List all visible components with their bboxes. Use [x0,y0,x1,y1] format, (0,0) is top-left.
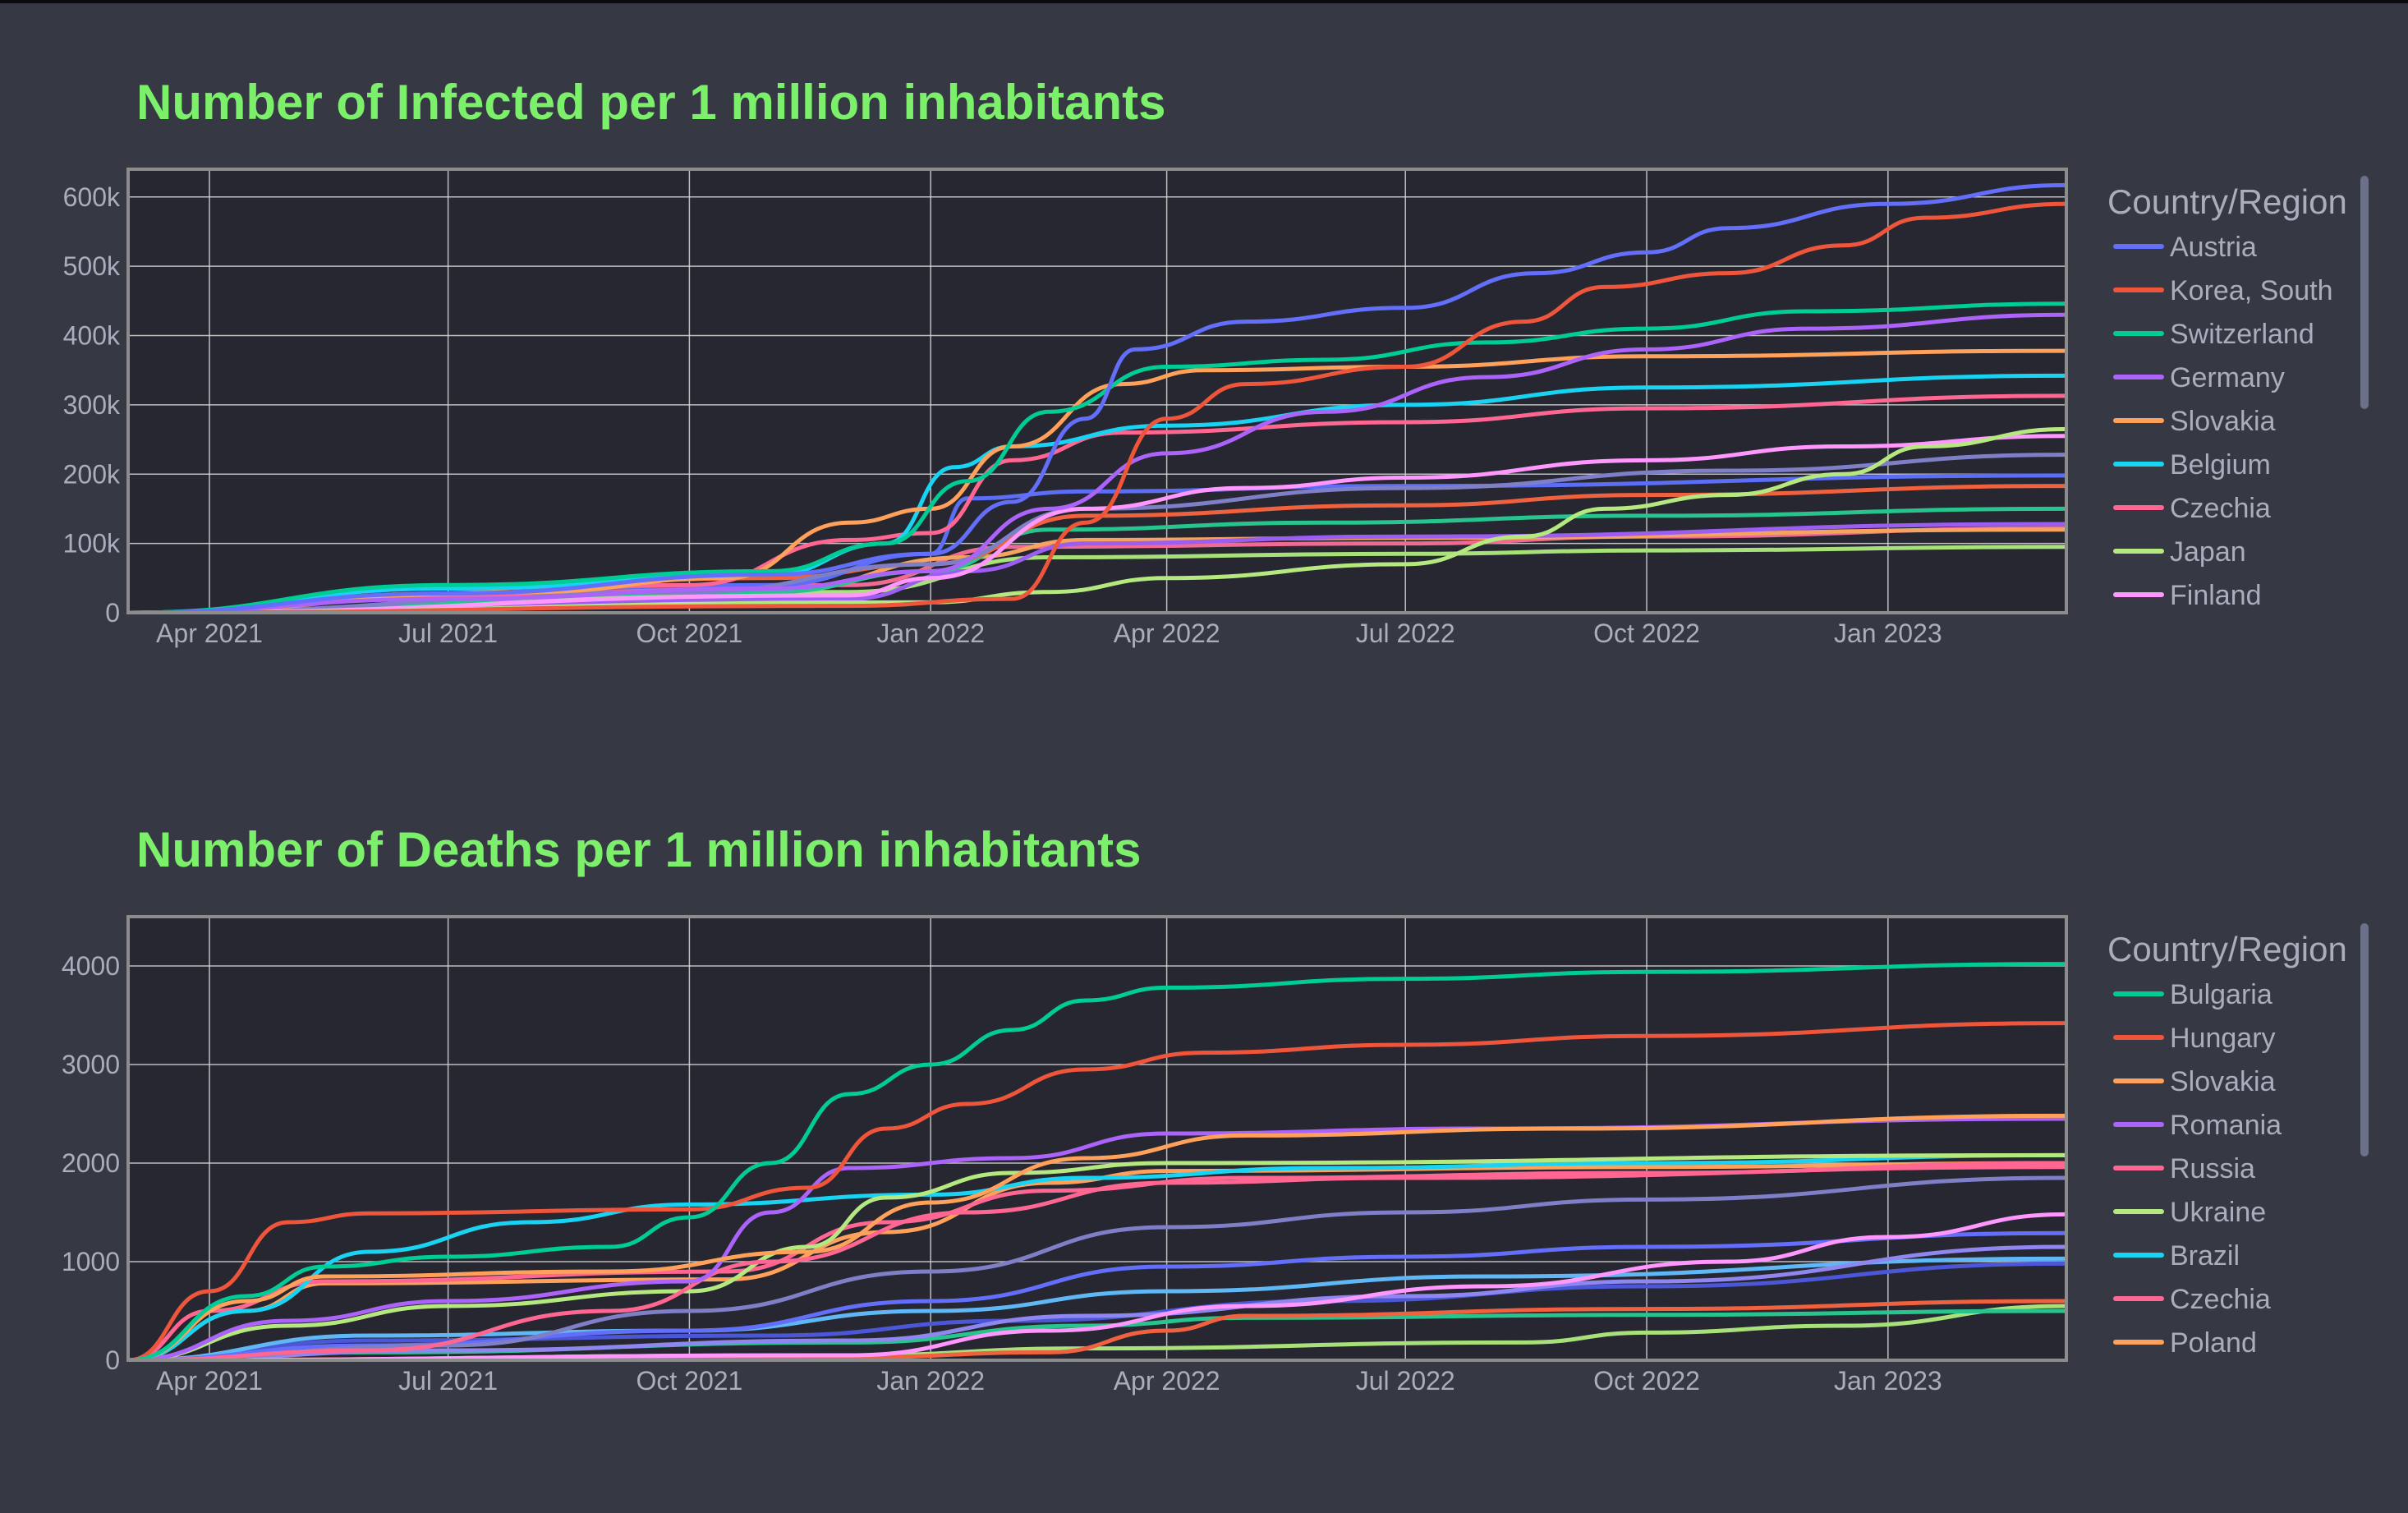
infected-series-line-japan [128,426,2066,613]
deaths-legend-label: Slovakia [2170,1066,2276,1097]
deaths-y-tick-label: 3000 [62,1050,120,1079]
infected-y-tick-label: 600k [63,182,121,212]
deaths-series-line-unlabeled-7 [128,1212,2066,1360]
infected-legend-item: Finland [2113,580,2262,611]
infected-x-tick-label: Jul 2021 [398,619,498,648]
deaths-series-line-bulgaria [128,962,2066,1360]
infected-x-tick-label: Jan 2023 [1834,619,1942,648]
deaths-legend-label: Romania [2170,1110,2282,1141]
infected-legend-label: Finland [2170,580,2262,611]
infected-legend-label: Slovakia [2170,406,2276,437]
deaths-legend-label: Czechia [2170,1284,2271,1315]
deaths-series-line-russia [128,1165,2066,1360]
deaths-chart-panel: Number of Deaths per 1 million inhabitan… [0,789,2408,1495]
infected-series-line-slovakia [128,348,2066,613]
deaths-series-line-unlabeled-8 [128,1175,2066,1360]
deaths-x-tick-label: Apr 2021 [156,1366,263,1396]
top-border [0,0,2408,3]
infected-legend-item: Switzerland [2113,319,2314,350]
deaths-y-tick-label: 0 [105,1345,120,1375]
infected-chart-title: Number of Infected per 1 million inhabit… [136,75,1166,130]
infected-legend-item: Belgium [2113,449,2271,481]
infected-y-tick-label: 500k [63,251,121,281]
deaths-y-tick-label: 2000 [62,1148,120,1178]
deaths-legend-item: Bulgaria [2113,979,2272,1010]
infected-series-line-switzerland [128,301,2066,613]
deaths-legend-item: Brazil [2113,1240,2240,1272]
infected-series-line-germany [128,312,2066,613]
infected-legend-item: Austria [2113,232,2257,263]
infected-x-tick-label: Jul 2022 [1356,619,1455,648]
deaths-series-line-unlabeled-4 [128,1256,2066,1360]
infected-chart-panel: Number of Infected per 1 million inhabit… [0,41,2408,747]
infected-x-tick-label: Oct 2021 [636,619,742,648]
deaths-legend-item: Romania [2113,1110,2282,1141]
deaths-series-line-unlabeled-3 [128,1261,2066,1360]
deaths-legend-title: Country/Region [2107,930,2347,968]
infected-legend-label: Belgium [2170,449,2271,481]
deaths-legend-item: Czechia [2113,1284,2271,1315]
infected-x-tick-label: Apr 2021 [156,619,263,648]
infected-legend-label: Japan [2170,536,2246,568]
infected-legend-label: Czechia [2170,493,2271,524]
deaths-x-tick-label: Jul 2022 [1356,1366,1455,1396]
infected-legend-label: Korea, South [2170,275,2332,306]
deaths-legend-label: Bulgaria [2170,979,2272,1010]
infected-legend-title: Country/Region [2107,182,2347,221]
infected-legend-item: Japan [2113,536,2246,568]
infected-series-line-finland [128,434,2066,613]
infected-plot-frame [126,168,2068,614]
deaths-series-line-unlabeled-5 [128,1244,2066,1360]
deaths-legend-item: Slovakia [2113,1066,2276,1097]
deaths-x-tick-label: Apr 2022 [1114,1366,1220,1396]
deaths-legend-item: Ukraine [2113,1197,2266,1228]
deaths-legend-scrollbar[interactable] [2360,923,2369,1157]
deaths-series-line-hungary [128,1021,2066,1360]
infected-y-tick-label: 100k [63,529,121,559]
deaths-legend-item: Russia [2113,1153,2255,1184]
infected-legend-label: Germany [2170,362,2285,393]
deaths-chart-title: Number of Deaths per 1 million inhabitan… [136,822,1142,877]
infected-series-line-korea-south [128,201,2066,613]
deaths-chart: Apr 2021 Jul 2021 Oct 2021 Jan 2022 Apr 2022… [62,915,2347,1396]
infected-chart: Apr 2021 Jul 2021 Oct 2021 Jan 2022 Apr 2022… [63,168,2347,648]
infected-legend-label: Switzerland [2170,319,2314,350]
infected-series-line-austria [128,182,2066,613]
infected-y-tick-label: 0 [105,598,120,628]
deaths-legend-label: Brazil [2170,1240,2240,1272]
infected-legend-item: Slovakia [2113,406,2276,437]
deaths-legend-label: Hungary [2170,1023,2276,1054]
deaths-x-tick-label: Jan 2022 [876,1366,985,1396]
infected-series-group [128,182,2066,613]
deaths-y-tick-label: 4000 [62,951,120,981]
infected-y-tick-label: 300k [63,390,121,420]
infected-legend-item: Korea, South [2113,275,2332,306]
infected-legend-scrollbar[interactable] [2360,176,2369,409]
deaths-x-tick-label: Oct 2021 [636,1366,742,1396]
infected-series-line-unlabeled-3 [128,522,2066,613]
deaths-legend-item: Poland [2113,1327,2257,1359]
deaths-legend-item: Hungary [2113,1023,2276,1054]
deaths-series-line-ukraine [128,1152,2066,1360]
deaths-x-tick-label: Jul 2021 [398,1366,498,1396]
infected-x-tick-label: Apr 2022 [1114,619,1220,648]
deaths-series-line-slovakia [128,1113,2066,1360]
deaths-legend-label: Russia [2170,1153,2255,1184]
deaths-y-tick-label: 1000 [62,1247,120,1276]
infected-y-tick-label: 400k [63,321,121,351]
infected-x-tick-label: Jan 2022 [876,619,985,648]
deaths-legend-label: Poland [2170,1327,2257,1359]
infected-legend-item: Germany [2113,362,2285,393]
infected-x-tick-label: Oct 2022 [1593,619,1700,648]
infected-y-tick-label: 200k [63,459,121,489]
deaths-legend-label: Ukraine [2170,1197,2266,1228]
deaths-x-tick-label: Jan 2023 [1834,1366,1942,1396]
infected-legend-label: Austria [2170,232,2257,263]
deaths-x-tick-label: Oct 2022 [1593,1366,1700,1396]
deaths-series-group [128,962,2066,1360]
deaths-plot-frame [126,915,2068,1362]
infected-legend-item: Czechia [2113,493,2271,524]
